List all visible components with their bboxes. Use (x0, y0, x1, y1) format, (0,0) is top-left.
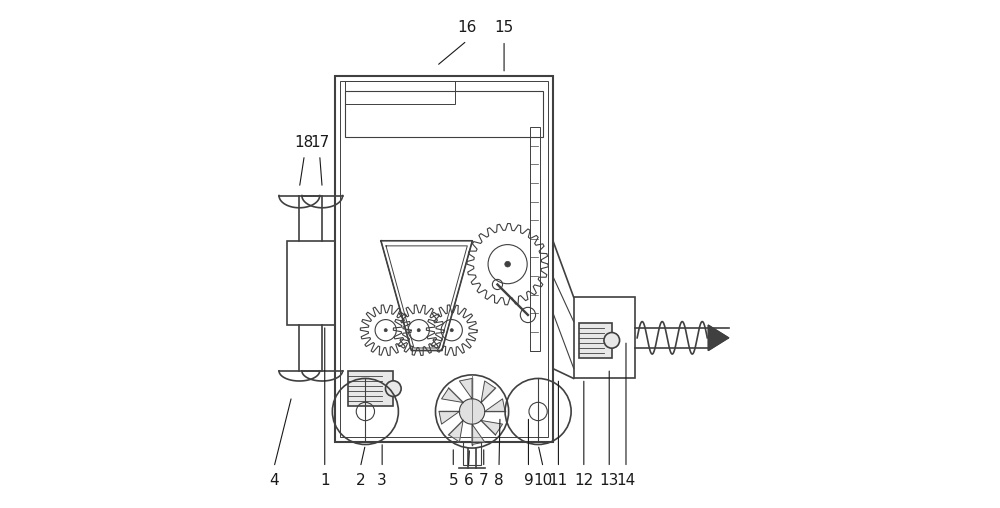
Polygon shape (459, 378, 472, 399)
Circle shape (450, 329, 453, 332)
Text: 3: 3 (377, 472, 387, 488)
Text: 14: 14 (616, 472, 636, 488)
Circle shape (604, 333, 620, 348)
Bar (463, 442, 481, 465)
Polygon shape (485, 399, 505, 411)
Bar (348, 371, 393, 406)
Polygon shape (442, 388, 463, 402)
Text: 11: 11 (549, 472, 568, 488)
Bar (340, 81, 548, 437)
Polygon shape (472, 424, 485, 444)
Text: 8: 8 (494, 472, 504, 488)
Bar (530, 127, 540, 351)
Text: 9: 9 (524, 472, 533, 488)
Circle shape (385, 381, 401, 396)
Text: 4: 4 (269, 472, 279, 488)
Text: 18: 18 (295, 135, 314, 150)
Bar (345, 81, 455, 104)
Text: 13: 13 (600, 472, 619, 488)
Text: 5: 5 (448, 472, 458, 488)
Polygon shape (481, 421, 503, 435)
Polygon shape (481, 381, 495, 402)
Polygon shape (708, 325, 729, 351)
Bar (287, 241, 335, 325)
Text: 16: 16 (457, 20, 477, 36)
Text: 15: 15 (494, 20, 514, 36)
Circle shape (384, 329, 387, 332)
Text: 2: 2 (355, 472, 365, 488)
Bar (345, 91, 543, 137)
Bar (574, 297, 635, 378)
Circle shape (417, 329, 420, 332)
Text: 12: 12 (574, 472, 593, 488)
Bar (579, 323, 612, 358)
Circle shape (459, 399, 485, 424)
Polygon shape (439, 411, 459, 424)
Text: 10: 10 (534, 472, 553, 488)
Circle shape (505, 261, 510, 267)
Text: 17: 17 (310, 135, 329, 150)
Text: 1: 1 (320, 472, 330, 488)
Bar (335, 76, 553, 442)
Text: 7: 7 (479, 472, 489, 488)
Text: 6: 6 (464, 472, 473, 488)
Polygon shape (449, 421, 463, 442)
